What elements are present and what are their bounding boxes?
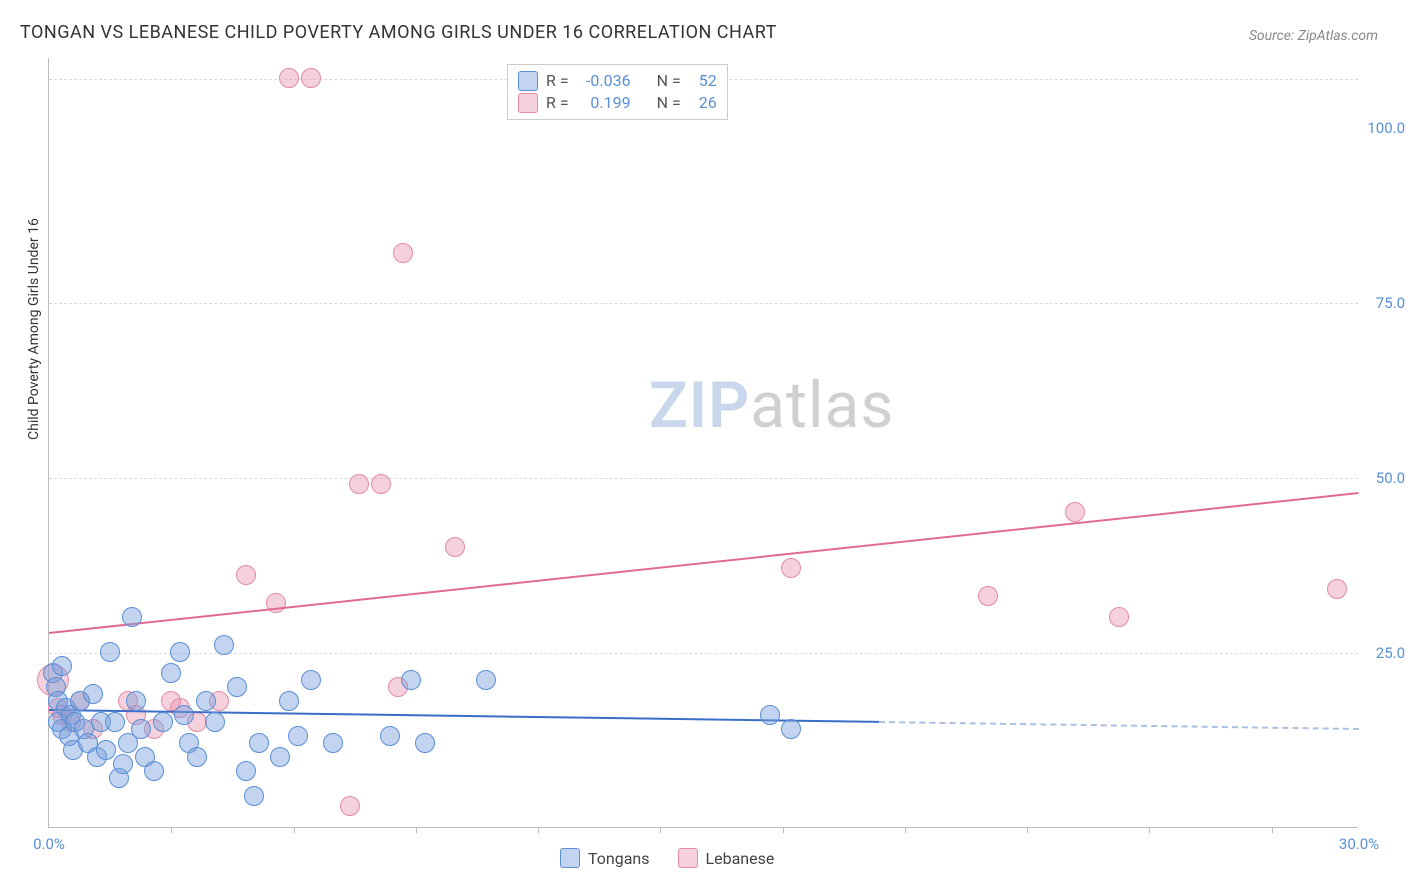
x-tick-mark bbox=[538, 827, 539, 833]
swatch-icon bbox=[678, 848, 698, 868]
data-point-tongans bbox=[113, 754, 133, 774]
data-point-lebanese bbox=[349, 474, 369, 494]
x-tick-mark bbox=[416, 827, 417, 833]
data-point-lebanese bbox=[781, 558, 801, 578]
n-value: 52 bbox=[689, 70, 717, 92]
data-point-tongans bbox=[380, 726, 400, 746]
x-tick-mark bbox=[1149, 827, 1150, 833]
y-tick-label: 50.0% bbox=[1362, 469, 1406, 487]
data-point-tongans bbox=[170, 642, 190, 662]
gridline bbox=[49, 303, 1358, 304]
y-axis-label: Child Poverty Among Girls Under 16 bbox=[26, 218, 42, 440]
data-point-tongans bbox=[236, 761, 256, 781]
x-tick-mark bbox=[1272, 827, 1273, 833]
data-point-tongans bbox=[196, 691, 216, 711]
x-tick-label: 30.0% bbox=[1339, 835, 1379, 853]
data-point-tongans bbox=[401, 670, 421, 690]
data-point-lebanese bbox=[978, 586, 998, 606]
data-point-tongans bbox=[781, 719, 801, 739]
data-point-tongans bbox=[270, 747, 290, 767]
data-point-lebanese bbox=[1109, 607, 1129, 627]
x-tick-mark bbox=[171, 827, 172, 833]
data-point-tongans bbox=[227, 677, 247, 697]
data-point-tongans bbox=[187, 747, 207, 767]
data-point-tongans bbox=[205, 712, 225, 732]
data-point-tongans bbox=[126, 691, 146, 711]
data-point-tongans bbox=[153, 712, 173, 732]
data-point-lebanese bbox=[1327, 579, 1347, 599]
data-point-tongans bbox=[288, 726, 308, 746]
r-value: -0.036 bbox=[577, 70, 631, 92]
data-point-tongans bbox=[279, 691, 299, 711]
data-point-tongans bbox=[174, 705, 194, 725]
x-tick-mark bbox=[1027, 827, 1028, 833]
legend-label: Lebanese bbox=[706, 849, 775, 868]
data-point-lebanese bbox=[279, 68, 299, 88]
data-point-tongans bbox=[415, 733, 435, 753]
x-tick-label: 0.0% bbox=[33, 835, 65, 853]
data-point-lebanese bbox=[236, 565, 256, 585]
data-point-tongans bbox=[105, 712, 125, 732]
data-point-lebanese bbox=[445, 537, 465, 557]
n-value: 26 bbox=[689, 92, 717, 114]
data-point-lebanese bbox=[340, 796, 360, 816]
scatter-plot: ZIPatlas 25.0%50.0%75.0%100.0%0.0%30.0% bbox=[48, 58, 1358, 828]
legend-row: R = 0.199 N = 26 bbox=[518, 92, 717, 114]
source-credit: Source: ZipAtlas.com bbox=[1249, 28, 1378, 44]
data-point-lebanese bbox=[371, 474, 391, 494]
x-tick-mark bbox=[294, 827, 295, 833]
data-point-lebanese bbox=[393, 243, 413, 263]
legend-item-tongans: Tongans bbox=[560, 848, 650, 868]
n-label: N = bbox=[657, 92, 681, 114]
gridline bbox=[49, 478, 1358, 479]
data-point-tongans bbox=[52, 656, 72, 676]
data-point-tongans bbox=[214, 635, 234, 655]
y-tick-label: 100.0% bbox=[1362, 119, 1406, 137]
r-label: R = bbox=[546, 92, 569, 114]
data-point-tongans bbox=[301, 670, 321, 690]
swatch-icon bbox=[518, 71, 538, 91]
data-point-tongans bbox=[323, 733, 343, 753]
r-label: R = bbox=[546, 70, 569, 92]
x-tick-mark bbox=[660, 827, 661, 833]
swatch-icon bbox=[560, 848, 580, 868]
data-point-lebanese bbox=[1065, 502, 1085, 522]
x-tick-mark bbox=[905, 827, 906, 833]
correlation-legend: R = -0.036 N = 52 R = 0.199 N = 26 bbox=[507, 64, 728, 120]
watermark: ZIPatlas bbox=[649, 368, 894, 443]
data-point-lebanese bbox=[301, 68, 321, 88]
watermark-zip: ZIP bbox=[649, 368, 750, 443]
legend-row: R = -0.036 N = 52 bbox=[518, 70, 717, 92]
data-point-tongans bbox=[131, 719, 151, 739]
data-point-tongans bbox=[244, 786, 264, 806]
data-point-tongans bbox=[83, 684, 103, 704]
source-name: ZipAtlas.com bbox=[1298, 28, 1378, 44]
data-point-tongans bbox=[100, 642, 120, 662]
data-point-tongans bbox=[249, 733, 269, 753]
n-label: N = bbox=[657, 70, 681, 92]
r-value: 0.199 bbox=[577, 92, 631, 114]
chart-title: TONGAN VS LEBANESE CHILD POVERTY AMONG G… bbox=[20, 22, 777, 43]
trend-line bbox=[49, 492, 1359, 634]
data-point-tongans bbox=[144, 761, 164, 781]
source-label: Source: bbox=[1249, 28, 1298, 44]
legend-item-lebanese: Lebanese bbox=[678, 848, 775, 868]
data-point-tongans bbox=[760, 705, 780, 725]
watermark-atlas: atlas bbox=[750, 368, 894, 443]
swatch-icon bbox=[518, 93, 538, 113]
data-point-tongans bbox=[96, 740, 116, 760]
y-tick-label: 25.0% bbox=[1362, 644, 1406, 662]
data-point-tongans bbox=[161, 663, 181, 683]
gridline bbox=[49, 653, 1358, 654]
series-legend: Tongans Lebanese bbox=[560, 848, 774, 868]
y-tick-label: 75.0% bbox=[1362, 294, 1406, 312]
data-point-tongans bbox=[476, 670, 496, 690]
trend-line bbox=[879, 721, 1359, 730]
x-tick-mark bbox=[783, 827, 784, 833]
data-point-tongans bbox=[122, 607, 142, 627]
legend-label: Tongans bbox=[588, 849, 650, 868]
